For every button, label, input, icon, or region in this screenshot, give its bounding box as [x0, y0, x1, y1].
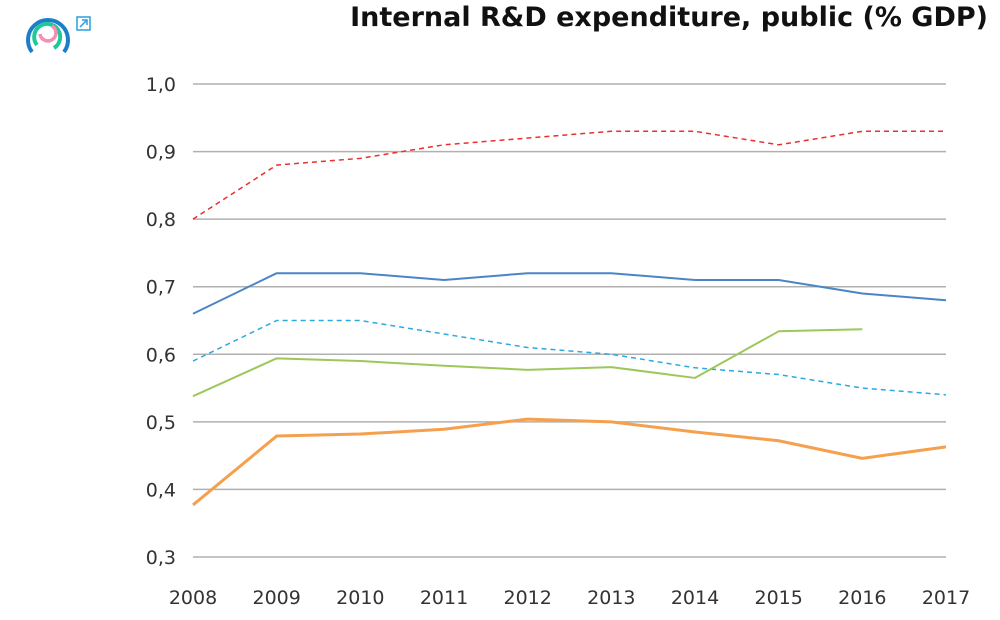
- y-tick-label: 0,4: [146, 479, 176, 501]
- chart-title: Internal R&D expenditure, public (% GDP): [350, 2, 988, 33]
- series-line-3: [192, 328, 863, 398]
- x-tick-label: 2013: [587, 587, 635, 609]
- y-tick-label: 0,6: [146, 344, 176, 366]
- expand-arrow-icon[interactable]: [76, 16, 91, 31]
- y-tick-label: 1,0: [146, 74, 176, 96]
- x-tick-label: 2009: [252, 587, 300, 609]
- x-tick-label: 2008: [169, 587, 217, 609]
- y-tick-label: 0,5: [146, 412, 176, 434]
- y-tick-label: 0,8: [146, 209, 176, 231]
- series-line-1: [192, 272, 947, 315]
- x-tick-label: 2014: [671, 587, 719, 609]
- y-tick-label: 0,7: [146, 277, 176, 299]
- series-line-2: [192, 319, 947, 396]
- y-tick-label: 0,9: [146, 142, 176, 164]
- x-tick-label: 2010: [336, 587, 384, 609]
- x-tick-label: 2012: [503, 587, 551, 609]
- series-line-0: [192, 130, 946, 220]
- x-tick-label: 2011: [420, 587, 468, 609]
- y-tick-label: 0,3: [146, 547, 176, 569]
- x-tick-label: 2017: [922, 587, 970, 609]
- series-line-4: [192, 417, 947, 507]
- x-tick-label: 2016: [838, 587, 886, 609]
- x-tick-label: 2015: [754, 587, 802, 609]
- logo: [26, 18, 70, 54]
